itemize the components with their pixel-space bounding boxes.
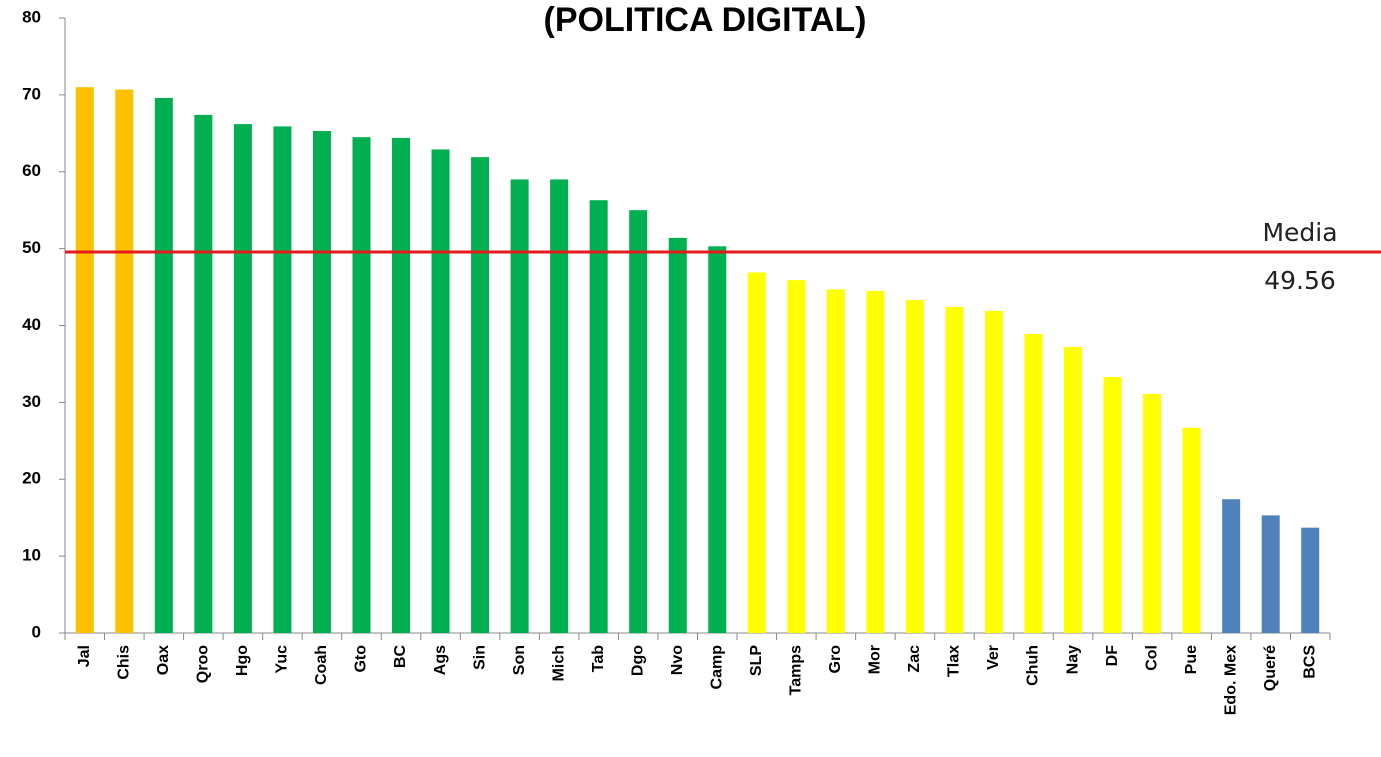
bar bbox=[905, 300, 924, 633]
bar bbox=[273, 126, 292, 634]
bar bbox=[1261, 515, 1280, 633]
x-tick-label: Pue bbox=[1183, 645, 1200, 674]
x-tick-label: Mich bbox=[550, 645, 567, 681]
x-tick-label: Nvo bbox=[669, 645, 686, 675]
x-tick-label: Chuh bbox=[1025, 645, 1042, 686]
bar bbox=[589, 200, 608, 633]
bar bbox=[826, 289, 845, 633]
x-tick-label: Qroo bbox=[195, 645, 212, 683]
bar bbox=[866, 290, 885, 633]
y-tick-label: 30 bbox=[22, 392, 41, 411]
x-tick-label: Zac bbox=[906, 645, 923, 673]
x-tick-label: Nay bbox=[1064, 645, 1081, 674]
x-tick-label: Mor bbox=[867, 645, 884, 674]
x-tick-label: Gto bbox=[353, 645, 370, 673]
x-tick-label: Hgo bbox=[234, 645, 251, 676]
x-tick-label: Gro bbox=[827, 645, 844, 674]
bar bbox=[115, 89, 134, 633]
x-tick-label: DF bbox=[1104, 645, 1121, 667]
bar bbox=[1103, 377, 1122, 633]
x-tick-label: Tlax bbox=[946, 645, 963, 677]
bar bbox=[471, 157, 490, 634]
x-tick-label: Queré bbox=[1262, 645, 1279, 691]
x-tick-label: Coah bbox=[313, 645, 330, 685]
bar bbox=[1222, 499, 1241, 633]
x-tick-label: Tab bbox=[590, 645, 607, 672]
bar bbox=[1024, 333, 1043, 633]
x-tick-label: Oax bbox=[155, 645, 172, 675]
bar bbox=[154, 97, 173, 633]
bar bbox=[668, 237, 687, 634]
bar bbox=[984, 310, 1003, 633]
bar bbox=[431, 149, 450, 634]
bar bbox=[708, 246, 727, 633]
mean-value: 49.56 bbox=[1264, 266, 1336, 295]
y-tick-label: 40 bbox=[22, 315, 41, 334]
x-tick-label: SLP bbox=[748, 645, 765, 676]
y-tick-label: 70 bbox=[22, 84, 41, 103]
bar bbox=[747, 272, 766, 633]
x-tick-label: Chis bbox=[116, 645, 133, 680]
x-tick-label: Sin bbox=[471, 645, 488, 670]
chart-title: (POLITICA DIGITAL) bbox=[544, 1, 867, 39]
y-tick-label: 10 bbox=[22, 546, 41, 565]
x-tick-label: Yuc bbox=[274, 645, 291, 674]
x-tick-label: Jal bbox=[76, 645, 93, 667]
x-tick-label: Ags bbox=[432, 645, 449, 675]
bar bbox=[1182, 427, 1201, 633]
bar bbox=[194, 114, 213, 634]
x-tick-label: Tamps bbox=[788, 645, 805, 695]
x-tick-label: BCS bbox=[1301, 645, 1318, 679]
bar bbox=[233, 124, 252, 634]
bar bbox=[75, 87, 94, 633]
x-tick-label: BC bbox=[392, 645, 409, 669]
x-tick-label: Col bbox=[1143, 645, 1160, 671]
bar bbox=[550, 179, 569, 633]
bar bbox=[1301, 527, 1320, 633]
y-tick-label: 60 bbox=[22, 161, 41, 180]
mean-label: Media bbox=[1262, 218, 1337, 247]
bar bbox=[945, 307, 964, 633]
y-tick-label: 20 bbox=[22, 469, 41, 488]
y-tick-label: 0 bbox=[32, 622, 41, 641]
bar bbox=[392, 137, 411, 634]
y-tick-label: 50 bbox=[22, 238, 41, 257]
bar bbox=[312, 131, 331, 633]
bar bbox=[1143, 393, 1162, 633]
bar bbox=[510, 179, 529, 633]
bar bbox=[1064, 347, 1083, 633]
x-tick-label: Dgo bbox=[629, 645, 646, 676]
y-tick-label: 80 bbox=[22, 7, 41, 26]
x-tick-label: Camp bbox=[708, 645, 725, 690]
bar bbox=[352, 137, 371, 633]
x-tick-label: Ver bbox=[985, 645, 1002, 670]
x-tick-label: Son bbox=[511, 645, 528, 675]
x-tick-label: Edo. Mex bbox=[1222, 645, 1239, 715]
bar bbox=[787, 280, 806, 633]
bar bbox=[629, 210, 648, 633]
